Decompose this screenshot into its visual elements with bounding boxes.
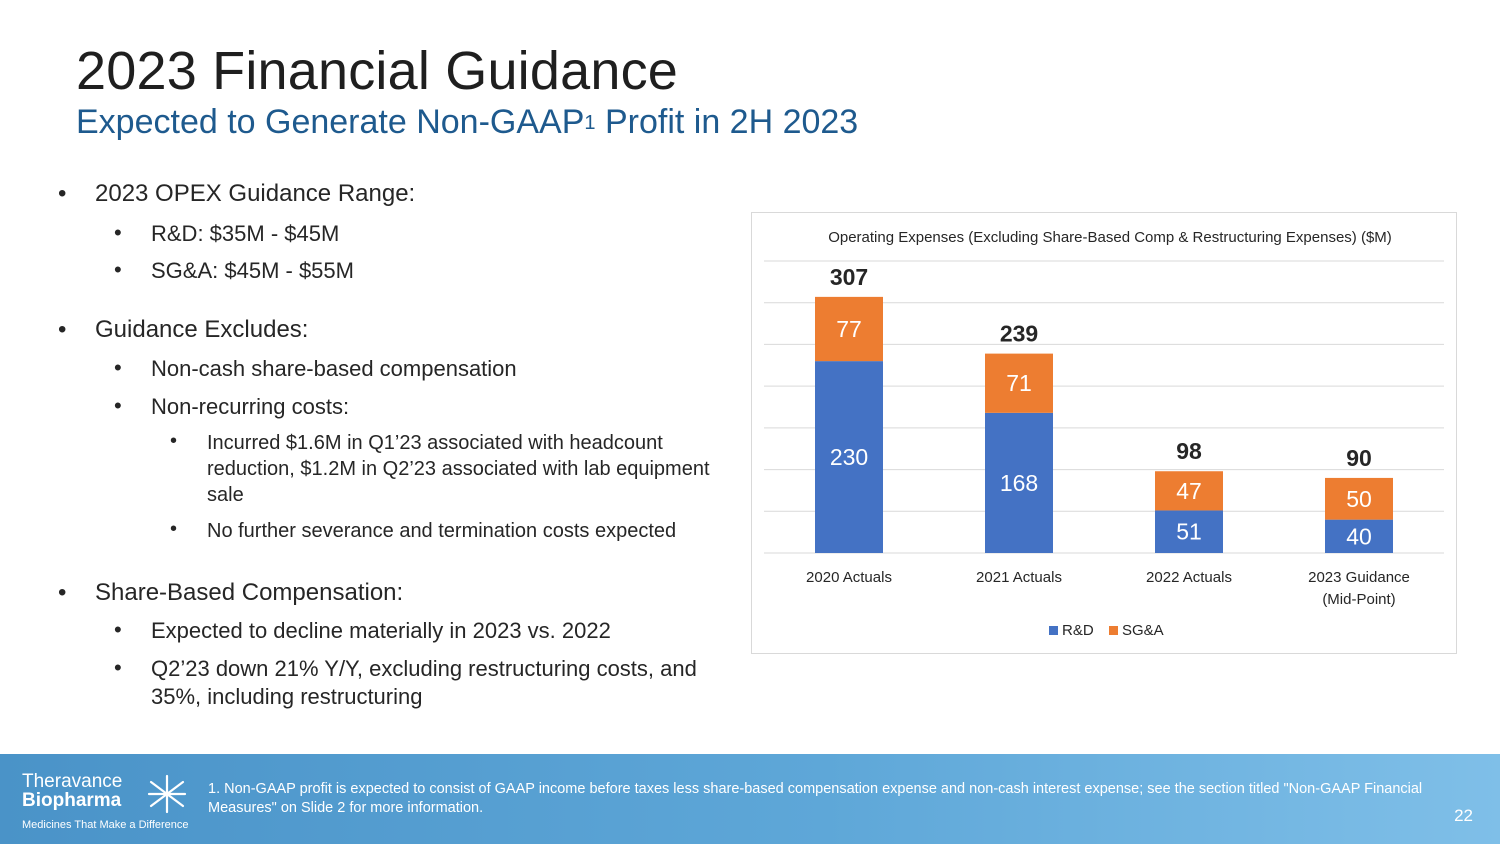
bullet-text: Guidance Excludes:	[95, 316, 309, 343]
bullet-sbc-heading: • Share-Based Compensation:	[58, 579, 403, 607]
bullet-sbc-q2: • Q2’23 down 21% Y/Y, excluding restructu…	[114, 655, 744, 711]
bar-sga	[1155, 471, 1223, 511]
data-label-sga: 50	[1346, 486, 1372, 512]
data-label-rd: 40	[1346, 523, 1372, 549]
bullet-dot-icon: •	[114, 393, 122, 418]
bullet-dot-icon: •	[170, 430, 178, 452]
data-label-total: 307	[830, 264, 868, 290]
bullet-text: SG&A: $45M - $55M	[151, 258, 354, 283]
bullet-non-recurring: • Non-recurring costs:	[114, 393, 349, 421]
bar-sga	[1325, 477, 1393, 520]
data-label-rd: 230	[830, 444, 868, 470]
legend-swatch-rd	[1049, 626, 1058, 635]
bullet-dot-icon: •	[58, 180, 67, 207]
bullet-text: 2023 OPEX Guidance Range:	[95, 180, 416, 207]
bullet-text: Expected to decline materially in 2023 v…	[151, 618, 611, 643]
logo-tagline: Medicines That Make a Difference	[22, 819, 189, 831]
data-label-rd: 51	[1176, 519, 1202, 545]
bar-rd	[815, 361, 883, 553]
logo-line-2: Biopharma	[22, 790, 122, 811]
bullet-dot-icon: •	[114, 220, 122, 245]
data-label-sga: 47	[1176, 478, 1202, 504]
bullet-sbc-decline: • Expected to decline materially in 2023 …	[114, 617, 611, 645]
data-label-sga: 77	[836, 316, 862, 342]
bullet-dot-icon: •	[58, 579, 67, 606]
subtitle-text-start: Expected to Generate Non-GAAP	[76, 103, 585, 141]
x-tick-label: 2022 Actuals	[1146, 569, 1232, 586]
bar-rd	[1155, 510, 1223, 553]
subtitle-text-end: Profit in 2H 2023	[595, 103, 859, 141]
bar-rd	[985, 412, 1053, 553]
bullet-share-based-comp: • Non-cash share-based compensation	[114, 355, 517, 383]
opex-chart: Operating Expenses (Excluding Share-Base…	[751, 212, 1457, 654]
bullet-text: Q2’23 down 21% Y/Y, excluding restructur…	[151, 656, 697, 709]
bullet-dot-icon: •	[58, 316, 67, 343]
bullet-guidance-excludes: • Guidance Excludes:	[58, 316, 308, 344]
bullet-text: Non-cash share-based compensation	[151, 356, 517, 381]
chart-title: Operating Expenses (Excluding Share-Base…	[828, 229, 1392, 246]
opex-chart-svg: Operating Expenses (Excluding Share-Base…	[764, 229, 1444, 639]
bullet-text: Share-Based Compensation:	[95, 579, 404, 606]
bullet-dot-icon: •	[114, 617, 122, 642]
bullet-dot-icon: •	[114, 655, 122, 680]
slide-title: 2023 Financial Guidance	[76, 41, 679, 101]
bullet-text: R&D: $35M - $45M	[151, 221, 340, 246]
bar-sga	[985, 353, 1053, 413]
company-logo: Theravance Biopharma Medicines That Make…	[22, 772, 189, 831]
bullet-no-further-costs: • No further severance and termination co…	[170, 518, 730, 544]
legend-swatch-sga	[1109, 626, 1118, 635]
bar-rd	[1325, 519, 1393, 553]
starburst-logo-icon	[147, 774, 187, 814]
legend-label-sga: SG&A	[1122, 622, 1164, 639]
x-tick-label: 2023 Guidance	[1308, 569, 1410, 586]
bullet-incurred-costs: • Incurred $1.6M in Q1’23 associated with…	[170, 430, 730, 508]
logo-line-1: Theravance	[22, 771, 123, 792]
bullet-sga-range: • SG&A: $45M - $55M	[114, 257, 354, 285]
data-label-rd: 168	[1000, 470, 1038, 496]
bullet-text: Non-recurring costs:	[151, 394, 350, 419]
footer-bar: Theravance Biopharma Medicines That Make…	[0, 754, 1500, 844]
data-label-total: 239	[1000, 321, 1038, 347]
data-label-total: 90	[1346, 445, 1372, 471]
bullet-text: Incurred $1.6M in Q1’23 associated with …	[207, 432, 710, 506]
bullet-opex-guidance: • 2023 OPEX Guidance Range:	[58, 180, 415, 208]
bullet-rd-range: • R&D: $35M - $45M	[114, 220, 339, 248]
x-tick-label: 2021 Actuals	[976, 569, 1062, 586]
legend-label-rd: R&D	[1062, 622, 1094, 639]
slide-subtitle: Expected to Generate Non-GAAP1 Profit in…	[76, 103, 858, 142]
bullet-dot-icon: •	[114, 355, 122, 380]
footnote-marker: 1	[584, 112, 596, 134]
footnote-text: 1. Non-GAAP profit is expected to consis…	[208, 781, 1423, 816]
data-label-sga: 71	[1006, 370, 1032, 396]
bullet-dot-icon: •	[170, 518, 178, 540]
x-tick-label: (Mid-Point)	[1322, 591, 1395, 608]
bullet-text: No further severance and termination cos…	[207, 520, 677, 542]
x-tick-label: 2020 Actuals	[806, 569, 892, 586]
bar-sga	[815, 296, 883, 362]
data-label-total: 98	[1176, 438, 1202, 464]
bullet-dot-icon: •	[114, 257, 122, 282]
page-number: 22	[1454, 806, 1473, 825]
